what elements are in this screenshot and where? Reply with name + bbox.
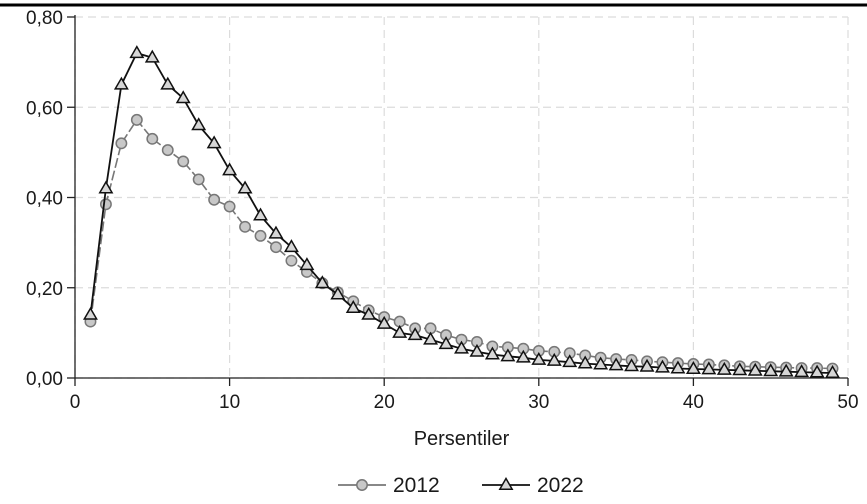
legend-item-2022: 2022 <box>482 474 584 497</box>
data-point-2022 <box>392 324 408 338</box>
legend-marker-triangle <box>498 476 514 490</box>
data-point-2022 <box>268 225 284 239</box>
data-point-2022 <box>376 315 392 329</box>
legend-label: 2022 <box>537 474 584 497</box>
data-point-2022 <box>345 300 361 314</box>
legend: 2012 2022 <box>338 474 584 497</box>
axes: 0,00 0,20 0,40 0,60 0,80 0 10 20 30 40 50 <box>26 8 859 413</box>
data-point-2022 <box>546 352 562 366</box>
grid <box>74 16 849 379</box>
data-point-2012 <box>99 198 112 211</box>
data-point-2022 <box>732 362 748 376</box>
data-point-2022 <box>531 351 547 365</box>
x-tick-label: 10 <box>219 392 240 413</box>
data-point-2022 <box>515 349 531 363</box>
data-point-2022 <box>469 343 485 357</box>
data-point-2022 <box>763 363 779 377</box>
data-point-2012 <box>177 155 190 168</box>
legend-item-2012: 2012 <box>338 474 440 497</box>
data-point-2022 <box>655 359 670 373</box>
data-point-2012 <box>270 241 282 254</box>
data-point-2022 <box>794 364 810 378</box>
data-point-2012 <box>254 229 267 242</box>
data-point-2012 <box>208 193 221 206</box>
legend-label: 2012 <box>393 474 440 497</box>
series-line-2012 <box>89 118 833 370</box>
data-point-2022 <box>253 207 268 221</box>
data-point-2022 <box>206 135 222 149</box>
series-2022 <box>82 45 841 379</box>
data-point-2022 <box>438 336 454 350</box>
data-point-2022 <box>175 90 191 104</box>
data-point-2022 <box>778 363 794 377</box>
data-point-2022 <box>330 286 346 300</box>
data-point-2022 <box>484 346 500 360</box>
series-group <box>82 45 841 379</box>
data-point-2022 <box>314 275 330 289</box>
x-tick-label: 40 <box>683 392 704 413</box>
y-tick-label: 0,00 <box>26 369 63 390</box>
data-point-2012 <box>161 144 174 157</box>
x-tick-label: 0 <box>70 392 81 413</box>
data-point-2022 <box>423 331 439 345</box>
x-tick-label: 30 <box>528 392 549 413</box>
series-line-2022 <box>89 52 833 374</box>
y-tick-label: 0,20 <box>26 279 63 300</box>
data-point-2022 <box>113 76 129 90</box>
data-point-2022 <box>500 348 516 362</box>
data-point-2022 <box>129 45 145 59</box>
data-point-2022 <box>639 358 655 372</box>
data-point-2022 <box>701 361 717 375</box>
data-point-2022 <box>160 76 176 90</box>
data-point-2012 <box>115 137 128 150</box>
data-point-2022 <box>82 306 98 320</box>
data-point-2012 <box>223 200 236 213</box>
x-axis-title: Persentiler <box>414 428 510 450</box>
y-tick-label: 0,60 <box>26 98 63 119</box>
data-point-2022 <box>593 356 609 370</box>
data-point-2012 <box>239 220 252 233</box>
data-point-2022 <box>825 365 841 379</box>
data-point-2022 <box>577 355 593 369</box>
data-point-2022 <box>283 239 299 253</box>
data-point-2022 <box>562 354 578 368</box>
legend-marker-circle <box>356 479 368 491</box>
series-2012 <box>84 113 839 375</box>
data-point-2022 <box>716 361 732 375</box>
data-point-2022 <box>454 340 469 354</box>
x-tick-label: 50 <box>837 392 858 413</box>
data-point-2022 <box>191 117 207 131</box>
data-point-2022 <box>670 360 686 374</box>
data-point-2022 <box>624 358 640 372</box>
data-point-2012 <box>285 254 298 267</box>
data-point-2022 <box>299 257 315 271</box>
data-point-2022 <box>144 49 160 63</box>
x-tick-label: 20 <box>374 392 395 413</box>
y-tick-label: 0,40 <box>26 189 63 210</box>
data-point-2022 <box>361 306 377 320</box>
data-point-2012 <box>130 113 143 126</box>
data-point-2012 <box>192 173 205 186</box>
data-point-2022 <box>237 180 253 194</box>
data-point-2022 <box>608 357 624 371</box>
data-point-2012 <box>146 132 159 145</box>
data-point-2022 <box>747 362 763 376</box>
y-tick-label: 0,80 <box>26 8 63 29</box>
data-point-2022 <box>98 180 114 194</box>
data-point-2022 <box>685 360 701 374</box>
data-point-2022 <box>809 364 825 378</box>
data-point-2022 <box>222 162 238 176</box>
data-point-2022 <box>407 327 423 341</box>
